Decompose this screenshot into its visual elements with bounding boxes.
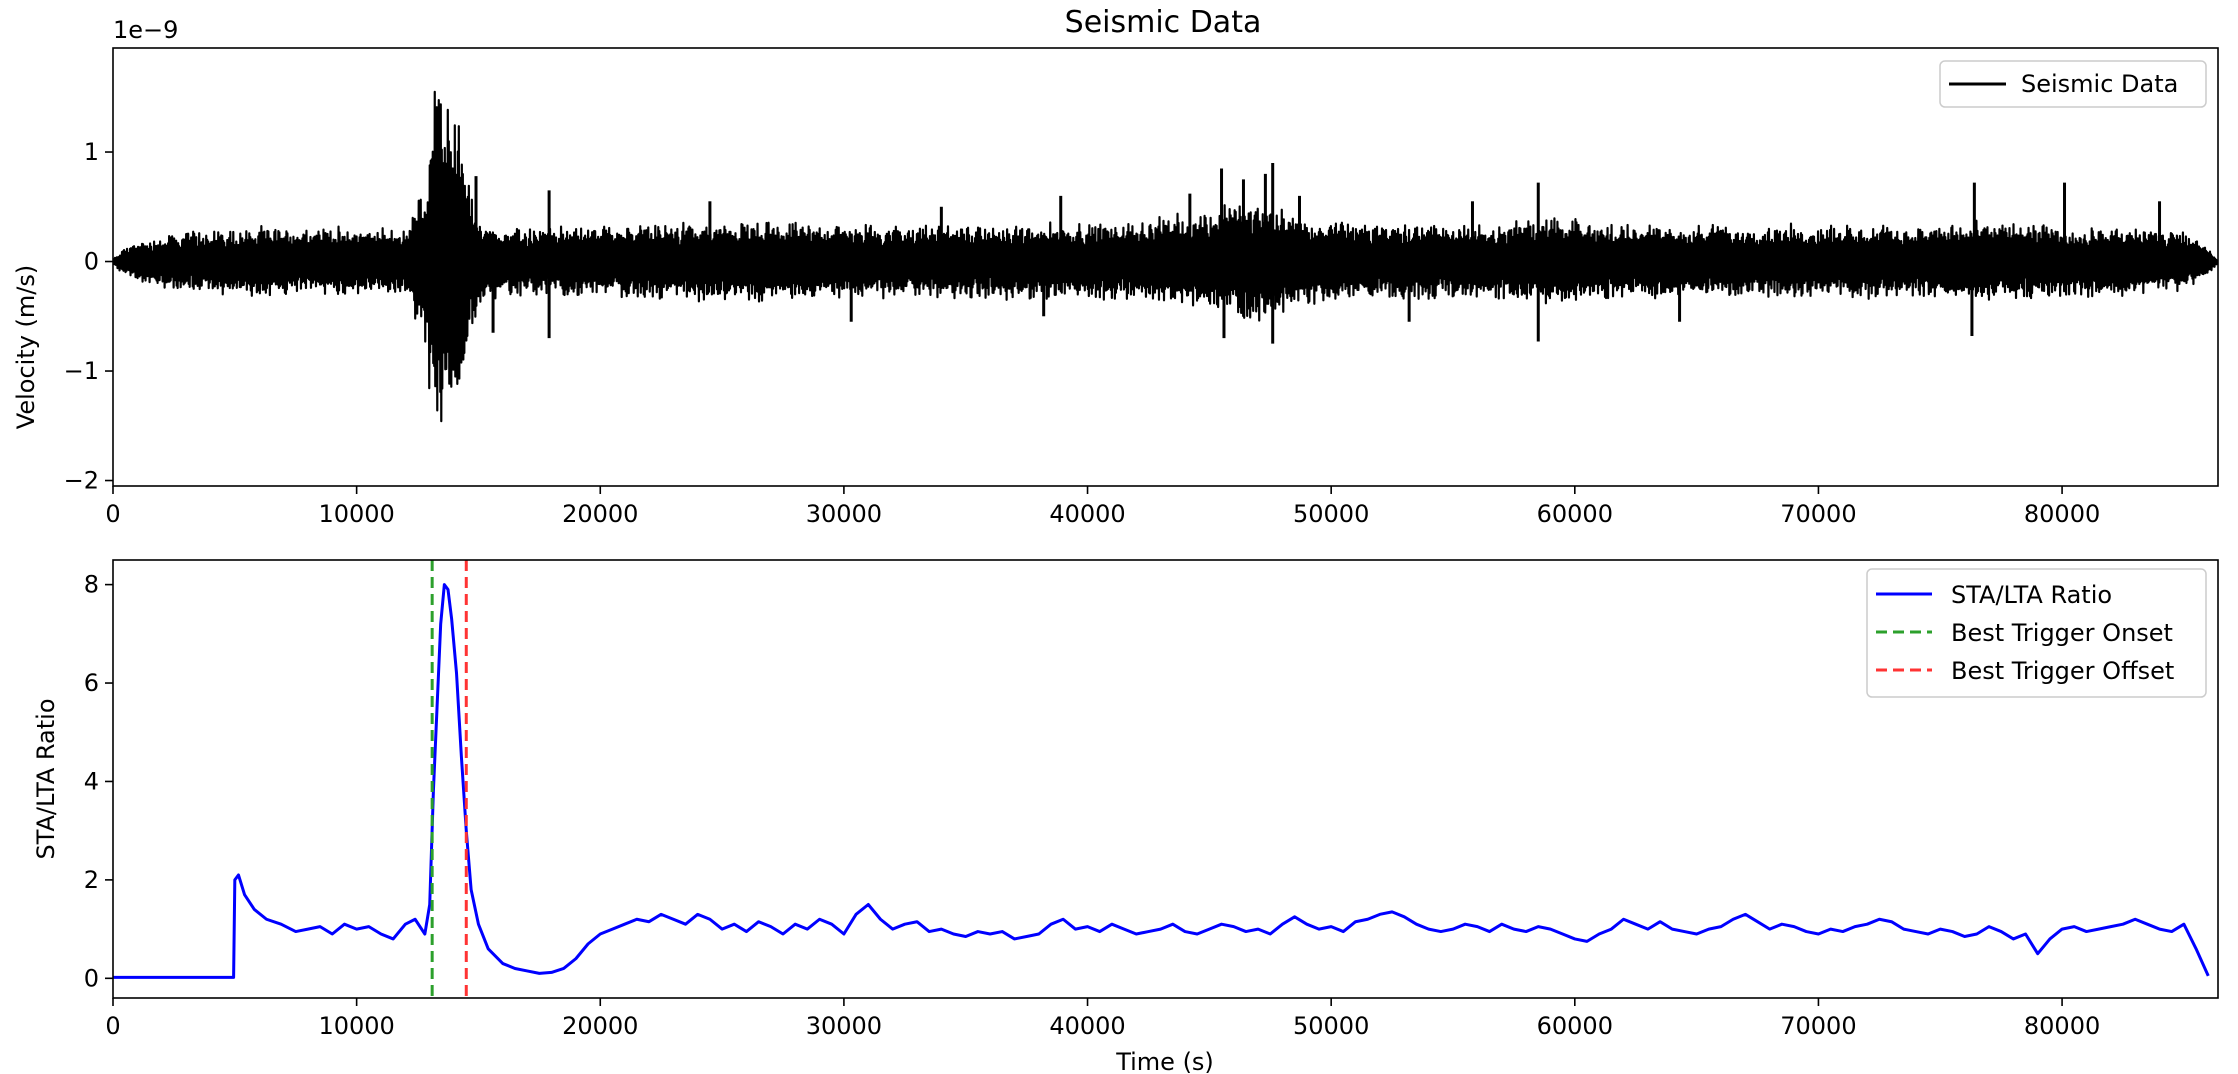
- seismic-subplot: Seismic Data 1e−9 Velocity (m/s) 0 10000 2…: [12, 5, 2219, 528]
- y-tick-label: 2: [84, 866, 99, 894]
- x-axis-ticks: 0 10000 20000 30000 40000 50000 60000 70000 8000…: [105, 998, 2100, 1040]
- y-tick-label: 6: [84, 669, 99, 697]
- legend-onset-label: Best Trigger Onset: [1951, 619, 2173, 647]
- x-tick-label: 20000: [562, 500, 638, 528]
- x-tick-label: 10000: [318, 500, 394, 528]
- seismic-trace: [113, 90, 2218, 423]
- y-tick-label: 0: [84, 248, 99, 276]
- x-tick-label: 80000: [2024, 1012, 2100, 1040]
- y-tick-label: 4: [84, 767, 99, 795]
- y-tick-label: 0: [84, 964, 99, 992]
- sta-lta-subplot: STA/LTA Ratio Time (s) 0 10000 20000 30000 4…: [32, 559, 2219, 1074]
- y-axis-ticks: 1 0 −1 −2: [64, 138, 113, 495]
- legend: Seismic Data: [1939, 60, 2207, 108]
- y-axis-label: STA/LTA Ratio: [32, 698, 60, 859]
- x-tick-label: 30000: [806, 500, 882, 528]
- x-tick-label: 0: [105, 500, 120, 528]
- y-tick-label: −2: [64, 467, 99, 495]
- x-tick-label: 50000: [1293, 1012, 1369, 1040]
- x-tick-label: 80000: [2024, 500, 2100, 528]
- y-axis-ticks: 0 2 4 6 8: [84, 571, 113, 992]
- y-axis-label: Velocity (m/s): [12, 265, 40, 429]
- plot-frame: [112, 47, 2219, 487]
- legend-sta-lta-label: STA/LTA Ratio: [1951, 581, 2112, 609]
- x-tick-label: 0: [105, 1012, 120, 1040]
- legend: STA/LTA Ratio Best Trigger Onset Best Tr…: [1866, 568, 2207, 698]
- legend-offset-label: Best Trigger Offset: [1951, 657, 2174, 685]
- x-tick-label: 40000: [1049, 1012, 1125, 1040]
- y-tick-label: 1: [84, 138, 99, 166]
- x-tick-label: 70000: [1780, 1012, 1856, 1040]
- x-axis-label: Time (s): [1115, 1048, 1214, 1074]
- x-tick-label: 70000: [1780, 500, 1856, 528]
- plot-frame: [112, 559, 2219, 999]
- legend-box: [1866, 568, 2207, 698]
- x-tick-label: 40000: [1049, 500, 1125, 528]
- chart-title: Seismic Data: [1065, 5, 1262, 40]
- x-axis-ticks: 0 10000 20000 30000 40000 50000 60000 70000 8000…: [105, 486, 2100, 528]
- x-tick-label: 60000: [1537, 500, 1613, 528]
- legend-seismic-label: Seismic Data: [2021, 70, 2178, 98]
- seismic-plot-area: [113, 90, 2218, 423]
- x-tick-label: 50000: [1293, 500, 1369, 528]
- sta-lta-plot-area: [113, 560, 2210, 998]
- legend-box: [1939, 60, 2207, 108]
- y-tick-label: −1: [64, 357, 99, 385]
- x-tick-label: 10000: [318, 1012, 394, 1040]
- x-tick-label: 60000: [1537, 1012, 1613, 1040]
- y-tick-label: 8: [84, 571, 99, 599]
- y-offset-label: 1e−9: [113, 16, 178, 44]
- x-tick-label: 20000: [562, 1012, 638, 1040]
- x-tick-label: 30000: [806, 1012, 882, 1040]
